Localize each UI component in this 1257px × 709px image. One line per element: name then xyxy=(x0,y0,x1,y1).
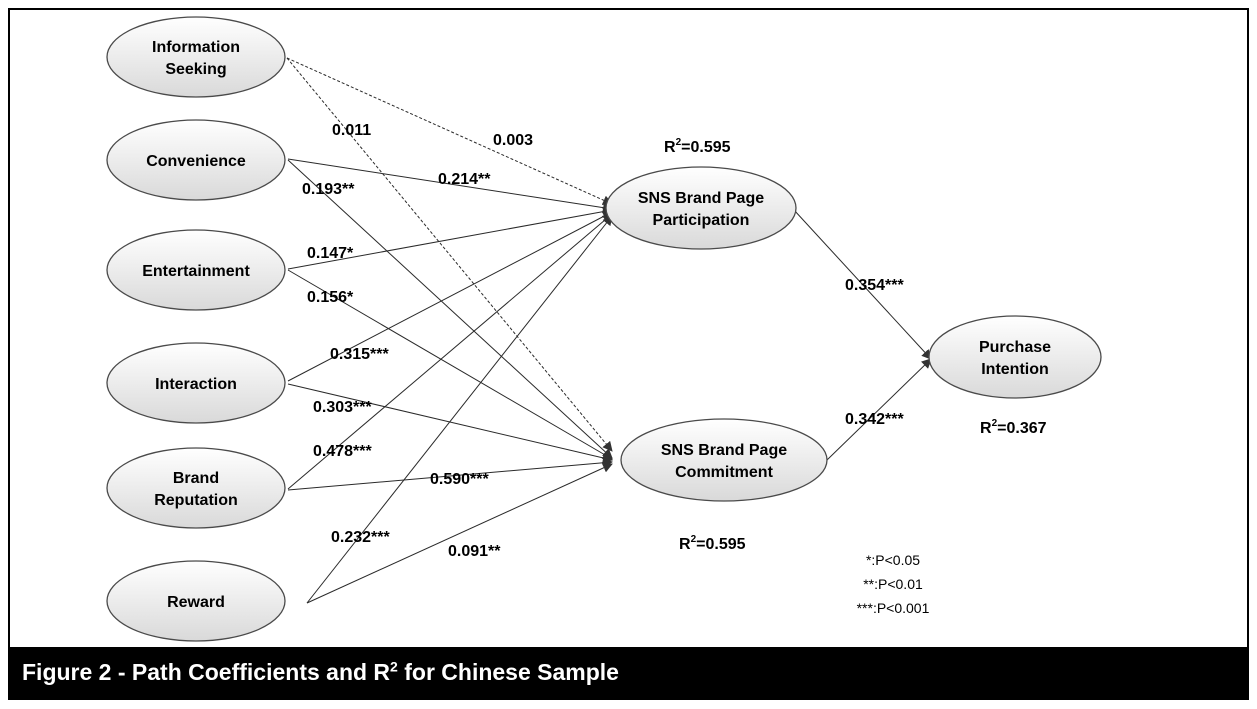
node-convenience-ellipse xyxy=(106,119,286,201)
node-reward: Reward xyxy=(106,560,286,642)
node-purchase-intention: Purchase Intention xyxy=(928,315,1102,399)
r-squared-superscript: 2 xyxy=(676,137,682,148)
path-brand-reputation-to-participation xyxy=(287,213,613,490)
node-entertainment: Entertainment xyxy=(106,229,286,311)
node-brand-reputation-ellipse xyxy=(106,447,286,529)
node-brand-reputation: Brand Reputation xyxy=(106,447,286,529)
node-participation-label-line-1: SNS Brand Page xyxy=(638,190,764,207)
path-entertainment-to-commitment xyxy=(287,269,613,460)
r-squared-value: =0.595 xyxy=(696,536,745,553)
caption-superscript: 2 xyxy=(390,658,398,675)
path-convenience-to-commitment xyxy=(287,159,613,459)
legend-entry-2: **:P<0.01 xyxy=(863,576,923,592)
node-information-seeking-ellipse xyxy=(106,16,286,98)
node-information-seeking-label-line-2: Seeking xyxy=(165,61,226,78)
r-squared-value: =0.367 xyxy=(997,420,1046,437)
node-purchase-intention-label-line-2: Intention xyxy=(981,361,1049,378)
node-commitment-label-line-1: SNS Brand Page xyxy=(661,442,787,459)
r-squared-symbol: R xyxy=(679,536,691,553)
labels-layer: 0.003 0.011 0.214** 0.193** 0.147* 0.156* 0.31… xyxy=(302,122,904,560)
coefficient-interaction-to-commitment: 0.303*** xyxy=(313,399,372,416)
node-convenience-label-line-1: Convenience xyxy=(146,153,246,170)
node-brand-reputation-label-line-2: Reputation xyxy=(154,492,238,509)
path-reward-to-commitment xyxy=(306,463,613,604)
node-brand-reputation-label-line-1: Brand xyxy=(173,470,219,487)
node-commitment: SNS Brand Page Commitment xyxy=(620,418,828,502)
coefficient-information-seeking-to-commitment: 0.011 xyxy=(332,122,371,139)
caption-prefix: Figure 2 - Path Coefficients and R xyxy=(22,659,391,685)
node-reward-label-line-1: Reward xyxy=(167,594,225,611)
node-interaction-label-line-1: Interaction xyxy=(155,376,237,393)
node-convenience: Convenience xyxy=(106,119,286,201)
path-convenience-to-participation xyxy=(287,158,613,213)
coefficient-reward-to-participation: 0.232*** xyxy=(331,529,390,546)
path-information-seeking-to-participation xyxy=(286,57,613,205)
node-participation: SNS Brand Page Participation xyxy=(605,166,797,250)
node-purchase-intention-ellipse xyxy=(928,315,1102,399)
coefficient-information-seeking-to-participation: 0.003 xyxy=(493,132,533,149)
node-participation-ellipse xyxy=(605,166,797,250)
path-participation-to-purchase-intention xyxy=(793,209,932,360)
coefficient-commitment-to-purchase-intention: 0.342*** xyxy=(845,411,904,428)
node-information-seeking-label-line-1: Information xyxy=(152,39,240,56)
r-squared-superscript: 2 xyxy=(992,418,998,429)
caption-suffix: for Chinese Sample xyxy=(397,659,619,685)
node-commitment-ellipse xyxy=(620,418,828,502)
node-entertainment-label-line-1: Entertainment xyxy=(142,263,250,280)
coefficient-entertainment-to-commitment: 0.156* xyxy=(307,289,354,306)
node-interaction-ellipse xyxy=(106,342,286,424)
figure-frame: Information Seeking Convenience Entertainme… xyxy=(8,8,1249,700)
nodes-layer: Information Seeking Convenience Entertainme… xyxy=(106,16,1102,642)
r-squared-participation: R2=0.595 xyxy=(664,137,731,156)
paths-layer xyxy=(286,57,932,604)
path-diagram: Information Seeking Convenience Entertainme… xyxy=(106,16,1102,642)
coefficient-reward-to-commitment: 0.091** xyxy=(448,543,501,560)
node-commitment-label-line-2: Commitment xyxy=(675,464,773,481)
coefficient-participation-to-purchase-intention: 0.354*** xyxy=(845,277,904,294)
coefficient-brand-reputation-to-participation: 0.478*** xyxy=(313,443,372,460)
coefficient-brand-reputation-to-commitment: 0.590*** xyxy=(430,471,489,488)
path-commitment-to-purchase-intention xyxy=(826,358,932,461)
node-entertainment-ellipse xyxy=(106,229,286,311)
significance-legend: *:P<0.05 **:P<0.01 ***:P<0.001 xyxy=(857,552,930,616)
coefficient-convenience-to-participation: 0.214** xyxy=(438,171,491,188)
coefficient-entertainment-to-participation: 0.147* xyxy=(307,245,354,262)
r-squared-commitment: R2=0.595 xyxy=(679,534,746,553)
path-interaction-to-participation xyxy=(287,211,613,382)
node-participation-label-line-2: Participation xyxy=(653,212,750,229)
node-interaction: Interaction xyxy=(106,342,286,424)
coefficient-interaction-to-participation: 0.315*** xyxy=(330,346,389,363)
r-squared-symbol: R xyxy=(980,420,992,437)
legend-entry-1: *:P<0.05 xyxy=(866,552,920,568)
r-squared-purchase-intention: R2=0.367 xyxy=(980,418,1047,437)
r-squared-symbol: R xyxy=(664,139,676,156)
r-squared-value: =0.595 xyxy=(681,139,730,156)
node-reward-ellipse xyxy=(106,560,286,642)
node-information-seeking: Information Seeking xyxy=(106,16,286,98)
path-brand-reputation-to-commitment xyxy=(287,457,613,491)
r-squared-superscript: 2 xyxy=(691,534,697,545)
figure-caption: Figure 2 - Path Coefficients and R2 for … xyxy=(10,647,1247,698)
node-purchase-intention-label-line-1: Purchase xyxy=(979,339,1051,356)
path-entertainment-to-participation xyxy=(287,206,613,270)
path-reward-to-participation xyxy=(306,215,613,604)
legend-entry-3: ***:P<0.001 xyxy=(857,600,930,616)
coefficient-convenience-to-commitment: 0.193** xyxy=(302,181,355,198)
